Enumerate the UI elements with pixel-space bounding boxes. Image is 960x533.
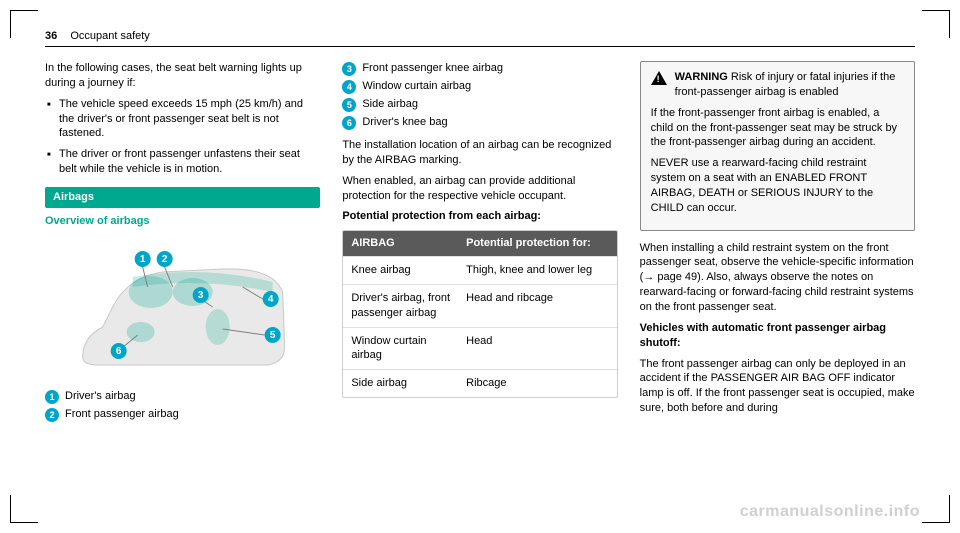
warning-header: WARNING Risk of injury or fatal injuries… xyxy=(651,70,904,100)
svg-text:6: 6 xyxy=(116,346,122,357)
legend-item: 5 Side airbag xyxy=(342,97,617,112)
badge-2-icon: 2 xyxy=(45,408,59,422)
badge-3-icon: 3 xyxy=(342,62,356,76)
table-cell: Head xyxy=(458,328,617,370)
bullet-list: The vehicle speed exceeds 15 mph (25 km/… xyxy=(45,97,320,177)
badge-6-icon: 6 xyxy=(342,116,356,130)
badge-4-icon: 4 xyxy=(342,80,356,94)
callout-4: 4 xyxy=(263,291,279,307)
svg-text:1: 1 xyxy=(140,254,146,265)
callout-3: 3 xyxy=(193,287,209,303)
airbag-diagram: 1 2 3 4 5 6 xyxy=(45,237,320,377)
legend-item: 3 Front passenger knee airbag xyxy=(342,61,617,76)
legend-item: 4 Window curtain airbag xyxy=(342,79,617,94)
table-row: Knee airbag Thigh, knee and lower leg xyxy=(343,256,616,284)
paragraph: When installing a child restraint system… xyxy=(640,241,915,315)
column-2: 3 Front passenger knee airbag 4 Window c… xyxy=(342,61,617,425)
paragraph: The installation location of an airbag c… xyxy=(342,138,617,168)
legend-text: Window curtain airbag xyxy=(362,79,471,94)
sub-heading-overview: Overview of airbags xyxy=(45,214,320,229)
intro-text: In the following cases, the seat belt wa… xyxy=(45,61,320,91)
callout-1: 1 xyxy=(135,251,151,267)
airbag-shape xyxy=(206,309,230,345)
table-head-cell: Potential protection for: xyxy=(458,231,617,256)
warning-heading: WARNING Risk of injury or fatal injuries… xyxy=(675,70,904,100)
column-1: In the following cases, the seat belt wa… xyxy=(45,61,320,425)
legend-text: Side airbag xyxy=(362,97,418,112)
paragraph: The front passenger airbag can only be d… xyxy=(640,357,915,416)
table-cell: Ribcage xyxy=(458,370,617,397)
page-header: 36 Occupant safety xyxy=(45,30,915,47)
table-row: Driver's airbag, front passenger airbag … xyxy=(343,284,616,327)
table-row: Window curtain airbag Head xyxy=(343,327,616,370)
crop-mark xyxy=(10,10,38,38)
callout-6: 6 xyxy=(111,343,127,359)
paragraph: When enabled, an airbag can provide addi… xyxy=(342,174,617,204)
legend-item: 1 Driver's airbag xyxy=(45,389,320,404)
table-row: Side airbag Ribcage xyxy=(343,369,616,397)
column-3: WARNING Risk of injury or fatal injuries… xyxy=(640,61,915,425)
warning-paragraph: NEVER use a rearward-facing child restra… xyxy=(651,156,904,215)
airbag-shape xyxy=(127,322,155,342)
badge-5-icon: 5 xyxy=(342,98,356,112)
protection-table: AIRBAG Potential protection for: Knee ai… xyxy=(342,230,617,398)
crop-mark xyxy=(922,495,950,523)
legend-text: Front passenger airbag xyxy=(65,407,179,422)
section-bar-airbags: Airbags xyxy=(45,187,320,208)
legend-item: 2 Front passenger airbag xyxy=(45,407,320,422)
legend-text: Front passenger knee airbag xyxy=(362,61,503,76)
warning-box: WARNING Risk of injury or fatal injuries… xyxy=(640,61,915,231)
section-title: Occupant safety xyxy=(70,30,150,42)
table-cell: Window curtain airbag xyxy=(343,328,458,370)
page-reference: → page 49 xyxy=(643,271,697,283)
table-cell: Knee airbag xyxy=(343,257,458,284)
table-cell: Driver's airbag, front passenger airbag xyxy=(343,285,458,327)
svg-text:3: 3 xyxy=(198,290,204,301)
callout-5: 5 xyxy=(265,327,281,343)
table-head-cell: AIRBAG xyxy=(343,231,458,256)
table-title: Potential protection from each airbag: xyxy=(342,209,617,224)
warning-paragraph: If the front-passenger front airbag is e… xyxy=(651,106,904,151)
table-cell: Head and ribcage xyxy=(458,285,617,327)
table-cell: Side airbag xyxy=(343,370,458,397)
svg-text:5: 5 xyxy=(270,330,276,341)
table-cell: Thigh, knee and lower leg xyxy=(458,257,617,284)
legend-text: Driver's airbag xyxy=(65,389,136,404)
list-item: The vehicle speed exceeds 15 mph (25 km/… xyxy=(45,97,320,142)
warning-label: WARNING xyxy=(675,71,728,83)
list-item: The driver or front passenger unfastens … xyxy=(45,147,320,177)
badge-1-icon: 1 xyxy=(45,390,59,404)
legend-text: Driver's knee bag xyxy=(362,115,447,130)
watermark: carmanualsonline.info xyxy=(740,503,920,521)
callout-2: 2 xyxy=(157,251,173,267)
warning-triangle-icon xyxy=(651,71,667,85)
bold-line: Vehicles with automatic front passenger … xyxy=(640,321,915,351)
crop-mark xyxy=(922,10,950,38)
table-header: AIRBAG Potential protection for: xyxy=(343,231,616,256)
page-number: 36 xyxy=(45,30,57,42)
svg-text:2: 2 xyxy=(162,254,168,265)
svg-text:4: 4 xyxy=(268,294,274,305)
legend-item: 6 Driver's knee bag xyxy=(342,115,617,130)
crop-mark xyxy=(10,495,38,523)
page: 36 Occupant safety In the following case… xyxy=(0,0,960,445)
